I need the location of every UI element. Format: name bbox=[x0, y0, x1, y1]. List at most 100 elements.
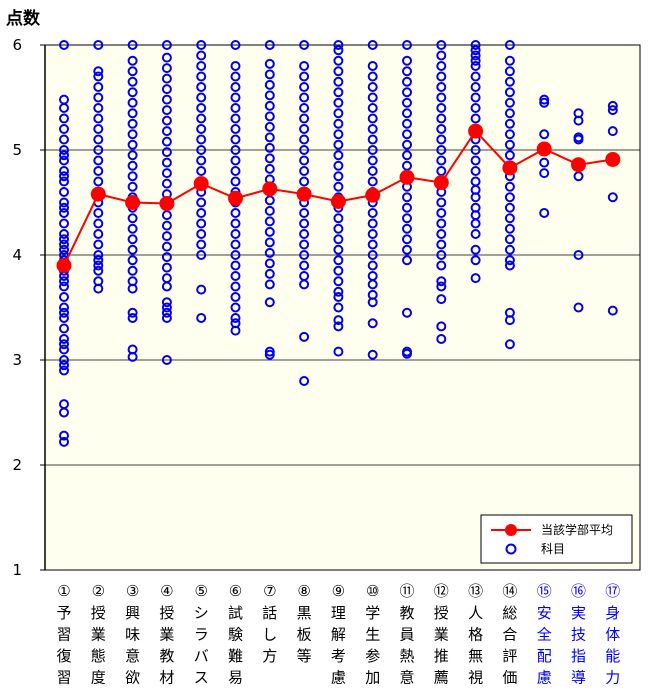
scatter-point-8-12 bbox=[299, 166, 310, 176]
scatter-point-5-12 bbox=[196, 155, 207, 166]
scatter-point-6-22 bbox=[230, 271, 241, 281]
category-number: ⑬ bbox=[468, 582, 483, 600]
scatter-point-10-18 bbox=[367, 229, 378, 239]
scatter-point-7-7 bbox=[264, 111, 275, 122]
scatter-point-3-26 bbox=[127, 313, 138, 323]
scatter-point-14-3 bbox=[504, 66, 515, 77]
category-char: 評 bbox=[502, 647, 517, 665]
category-char: 材 bbox=[159, 669, 174, 687]
scatter-point-7-15 bbox=[264, 195, 275, 206]
scatter-point-9-3 bbox=[333, 55, 344, 66]
scatter-point-7-21 bbox=[264, 258, 275, 269]
scatter-point-5-9 bbox=[196, 124, 207, 134]
legend-scatter-marker bbox=[505, 543, 517, 555]
scatter-point-11-17 bbox=[402, 213, 412, 224]
category-char: 予 bbox=[56, 604, 71, 622]
scatter-point-12-4 bbox=[436, 71, 447, 82]
scatter-point-1-30 bbox=[59, 307, 69, 318]
scatter-point-7-3 bbox=[264, 69, 275, 80]
scatter-point-10-6 bbox=[367, 103, 378, 113]
scatter-point-1-26 bbox=[59, 276, 69, 287]
scatter-point-3-6 bbox=[127, 97, 138, 108]
scatter-point-1-27 bbox=[59, 281, 69, 292]
scatter-point-3-25 bbox=[127, 307, 138, 318]
scatter-point-13-7 bbox=[470, 82, 481, 92]
scatter-point-1-6 bbox=[59, 134, 69, 145]
category-char: 価 bbox=[502, 669, 517, 687]
scatter-point-14-16 bbox=[504, 202, 515, 213]
category-char: 話 bbox=[262, 604, 277, 622]
category-number: ⑨ bbox=[332, 582, 345, 600]
scatter-point-13-10 bbox=[470, 113, 481, 124]
category-char: 体 bbox=[605, 626, 620, 644]
scatter-point-1-18 bbox=[59, 229, 69, 239]
scatter-point-5-1 bbox=[196, 40, 207, 50]
category-char: 視 bbox=[468, 669, 483, 687]
scatter-point-12-18 bbox=[436, 218, 447, 229]
scatter-point-13-22 bbox=[470, 229, 481, 239]
average-marker-2 bbox=[90, 186, 106, 202]
scatter-point-2-2 bbox=[93, 66, 104, 77]
category-number: ⑭ bbox=[502, 582, 517, 600]
scatter-point-14-10 bbox=[504, 139, 515, 150]
scatter-point-10-19 bbox=[367, 239, 378, 250]
scatter-point-7-2 bbox=[264, 58, 275, 69]
category-char: 板 bbox=[297, 626, 312, 644]
scatter-point-6-3 bbox=[230, 71, 241, 82]
scatter-point-5-19 bbox=[196, 229, 207, 239]
scatter-point-4-22 bbox=[161, 262, 172, 273]
scatter-point-12-11 bbox=[436, 145, 447, 155]
scatter-point-7-26 bbox=[264, 349, 275, 360]
category-char: 試 bbox=[228, 604, 243, 622]
scatter-point-4-4 bbox=[161, 73, 172, 84]
scatter-point-9-30 bbox=[333, 346, 344, 357]
category-char: 能 bbox=[605, 647, 620, 665]
scatter-point-14-2 bbox=[504, 55, 515, 66]
category-char: バ bbox=[194, 647, 209, 665]
scatter-point-1-40 bbox=[59, 407, 69, 418]
scatter-point-11-20 bbox=[402, 244, 412, 255]
scatter-point-4-14 bbox=[161, 178, 172, 189]
scatter-point-1-15 bbox=[59, 202, 69, 213]
scatter-point-2-13 bbox=[93, 176, 104, 187]
scatter-point-1-11 bbox=[59, 171, 69, 182]
scatter-point-13-9 bbox=[470, 103, 481, 113]
category-char: 意 bbox=[125, 647, 140, 665]
scatter-point-4-27 bbox=[161, 307, 172, 318]
scatter-point-3-19 bbox=[127, 234, 138, 245]
scatter-point-4-19 bbox=[161, 231, 172, 242]
category-number: ③ bbox=[126, 582, 139, 600]
scatter-point-9-27 bbox=[333, 302, 344, 313]
scatter-point-10-12 bbox=[367, 166, 378, 176]
category-number: ⑩ bbox=[366, 582, 379, 600]
scatter-point-3-14 bbox=[127, 181, 138, 192]
scatter-point-11-22 bbox=[402, 307, 412, 318]
average-marker-16 bbox=[571, 157, 586, 173]
scatter-point-13-24 bbox=[470, 255, 481, 266]
scatter-point-4-13 bbox=[161, 168, 172, 179]
scatter-point-9-18 bbox=[333, 213, 344, 224]
average-marker-5 bbox=[193, 176, 209, 192]
scatter-point-5-18 bbox=[196, 218, 207, 229]
scatter-point-7-8 bbox=[264, 121, 275, 132]
scatter-point-9-1 bbox=[333, 40, 344, 50]
scatter-point-6-12 bbox=[230, 166, 241, 176]
average-marker-14 bbox=[502, 160, 518, 176]
scatter-point-6-20 bbox=[230, 250, 241, 260]
scatter-point-3-8 bbox=[127, 118, 138, 129]
scatter-point-4-26 bbox=[161, 302, 172, 313]
scatter-point-12-6 bbox=[436, 92, 447, 103]
scatter-point-10-23 bbox=[367, 279, 378, 290]
category-char: 薦 bbox=[434, 669, 449, 687]
scatter-point-12-12 bbox=[436, 155, 447, 166]
category-char: 黒 bbox=[297, 604, 312, 622]
scatter-point-11-9 bbox=[402, 129, 412, 140]
scatter-point-1-38 bbox=[59, 365, 69, 376]
scatter-point-8-8 bbox=[299, 124, 310, 134]
category-number: ⑧ bbox=[297, 582, 310, 600]
scatter-point-1-3 bbox=[59, 103, 69, 113]
